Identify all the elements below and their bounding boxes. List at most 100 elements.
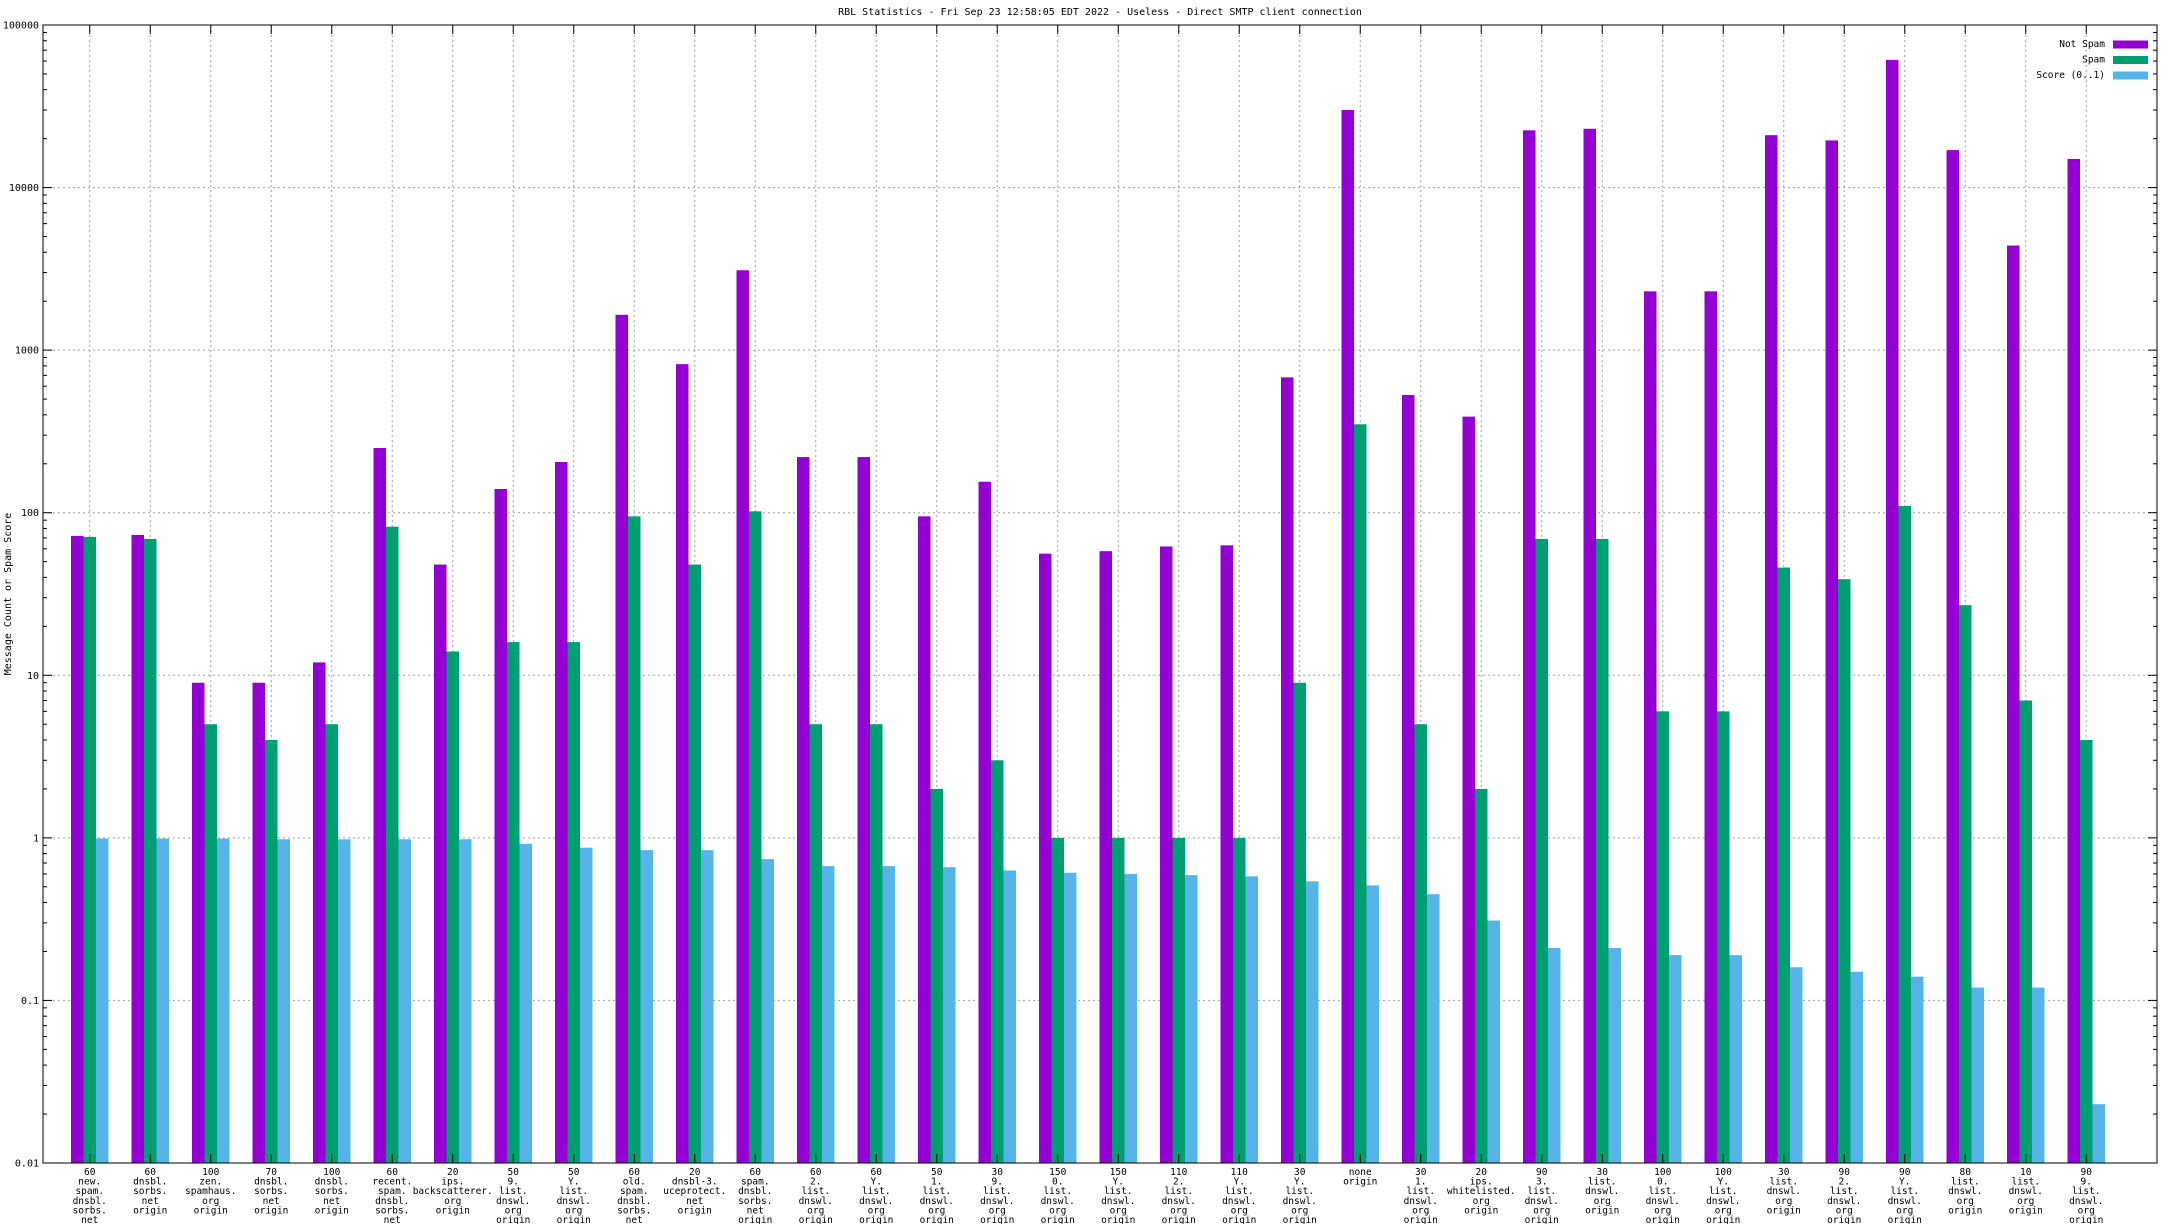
bar-score-0-1 xyxy=(217,838,230,1163)
bar-score-0-1 xyxy=(882,866,895,1163)
bar-not-spam xyxy=(918,516,931,1163)
bar-spam xyxy=(446,651,459,1163)
bar-not-spam xyxy=(313,662,326,1163)
bar-score-0-1 xyxy=(1124,873,1137,1163)
bar-spam xyxy=(930,788,943,1163)
bar-spam xyxy=(2080,739,2093,1163)
bar-not-spam xyxy=(252,682,265,1163)
category-label: 50 Y. list. dnswl. org origin xyxy=(557,1167,591,1224)
category-label: 10 list. dnswl. org origin xyxy=(2009,1167,2043,1216)
legend-label: Score (0..1) xyxy=(2036,70,2105,81)
bar-not-spam xyxy=(1341,110,1354,1164)
bar-not-spam xyxy=(1462,416,1475,1164)
bar-score-0-1 xyxy=(1245,876,1258,1163)
ticks-layer xyxy=(43,24,2157,1164)
bar-score-0-1 xyxy=(1487,920,1500,1163)
bar-spam xyxy=(1656,711,1669,1163)
bar-spam xyxy=(749,511,762,1163)
bar-not-spam xyxy=(1644,291,1657,1163)
bar-score-0-1 xyxy=(519,843,532,1163)
bar-spam xyxy=(386,526,399,1163)
bar-score-0-1 xyxy=(701,850,714,1163)
category-label: 70 dnsbl. sorbs. net origin xyxy=(254,1167,288,1216)
bar-spam xyxy=(1898,505,1911,1164)
bar-not-spam xyxy=(1946,150,1959,1163)
bar-not-spam xyxy=(1281,377,1294,1163)
bar-spam xyxy=(688,564,701,1163)
category-label: 150 Y. list. dnswl. org origin xyxy=(1101,1167,1135,1224)
category-label: 90 Y. list. dnswl. org origin xyxy=(1888,1167,1922,1224)
bar-not-spam xyxy=(71,535,84,1163)
bar-score-0-1 xyxy=(1185,875,1198,1163)
y-tick-label: 0.1 xyxy=(21,996,39,1007)
bar-score-0-1 xyxy=(1003,870,1016,1163)
bar-spam xyxy=(325,724,338,1163)
bar-score-0-1 xyxy=(459,839,472,1163)
bar-spam xyxy=(870,724,883,1163)
bar-spam xyxy=(1777,567,1790,1163)
bar-score-0-1 xyxy=(640,850,653,1163)
bar-score-0-1 xyxy=(1064,872,1077,1163)
y-tick-label: 10 xyxy=(27,671,39,682)
bar-not-spam xyxy=(676,364,689,1163)
bar-score-0-1 xyxy=(2032,987,2045,1163)
bar-score-0-1 xyxy=(1850,971,1863,1163)
bar-not-spam xyxy=(2067,158,2080,1163)
bar-score-0-1 xyxy=(943,867,956,1163)
category-label: 30 list. dnswl. org origin xyxy=(1767,1167,1801,1216)
category-label: 100 0. list. dnswl. org origin xyxy=(1646,1167,1680,1224)
bar-spam xyxy=(991,760,1004,1163)
category-label: 90 3. list. dnswl. org origin xyxy=(1525,1167,1559,1224)
bar-not-spam xyxy=(1099,551,1112,1163)
bar-not-spam xyxy=(1523,130,1536,1163)
category-label: 30 Y. list. dnswl. org origin xyxy=(1283,1167,1317,1224)
category-label: 50 1. list. dnswl. org origin xyxy=(920,1167,954,1224)
y-tick-label: 1 xyxy=(33,833,39,844)
bar-spam xyxy=(1051,837,1064,1163)
bar-score-0-1 xyxy=(1366,885,1379,1163)
bar-score-0-1 xyxy=(1790,967,1803,1163)
bar-not-spam xyxy=(1825,140,1838,1163)
bar-score-0-1 xyxy=(338,839,351,1163)
bar-not-spam xyxy=(373,448,386,1163)
bar-not-spam xyxy=(615,314,628,1163)
bar-spam xyxy=(1112,837,1125,1163)
legend-swatch xyxy=(2113,71,2148,80)
bar-spam xyxy=(1475,788,1488,1163)
legend: Not Spam Spam Score (0..1) xyxy=(2036,39,2148,81)
category-label: 60 2. list. dnswl. org origin xyxy=(799,1167,833,1224)
bar-not-spam xyxy=(192,682,205,1163)
chart-title: RBL Statistics - Fri Sep 23 12:58:05 EDT… xyxy=(838,7,1362,18)
bar-score-0-1 xyxy=(1548,948,1561,1163)
bar-spam xyxy=(265,739,278,1163)
bar-not-spam xyxy=(1583,128,1596,1164)
category-label: 90 9. list. dnswl. org origin xyxy=(2069,1167,2103,1224)
bar-spam xyxy=(1959,605,1972,1163)
bar-spam xyxy=(1172,837,1185,1163)
bars-layer xyxy=(71,59,2105,1164)
bar-score-0-1 xyxy=(1669,955,1682,1163)
bar-score-0-1 xyxy=(1729,955,1742,1163)
bar-score-0-1 xyxy=(1971,987,1984,1163)
bar-score-0-1 xyxy=(1911,976,1924,1163)
bar-not-spam xyxy=(434,564,447,1163)
bar-spam xyxy=(1414,724,1427,1163)
category-label: 90 2. list. dnswl. org origin xyxy=(1827,1167,1861,1224)
bar-spam xyxy=(1293,682,1306,1163)
category-label: 150 0. list. dnswl. org origin xyxy=(1041,1167,1075,1224)
bar-not-spam xyxy=(857,457,870,1163)
bar-spam xyxy=(83,536,96,1163)
legend-label: Not Spam xyxy=(2059,39,2105,50)
bar-spam xyxy=(1838,579,1851,1163)
y-axis-label: Message Count or Spam Score xyxy=(3,513,14,676)
y-tick-label: 100 xyxy=(21,508,39,519)
bar-not-spam xyxy=(736,270,749,1163)
bar-not-spam xyxy=(797,457,810,1163)
bar-spam xyxy=(1535,538,1548,1163)
bar-spam xyxy=(1717,711,1730,1163)
category-label: 100 zen. spamhaus. org origin xyxy=(185,1167,236,1216)
category-label: 100 Y. list. dnswl. org origin xyxy=(1706,1167,1740,1224)
bar-score-0-1 xyxy=(580,847,593,1163)
